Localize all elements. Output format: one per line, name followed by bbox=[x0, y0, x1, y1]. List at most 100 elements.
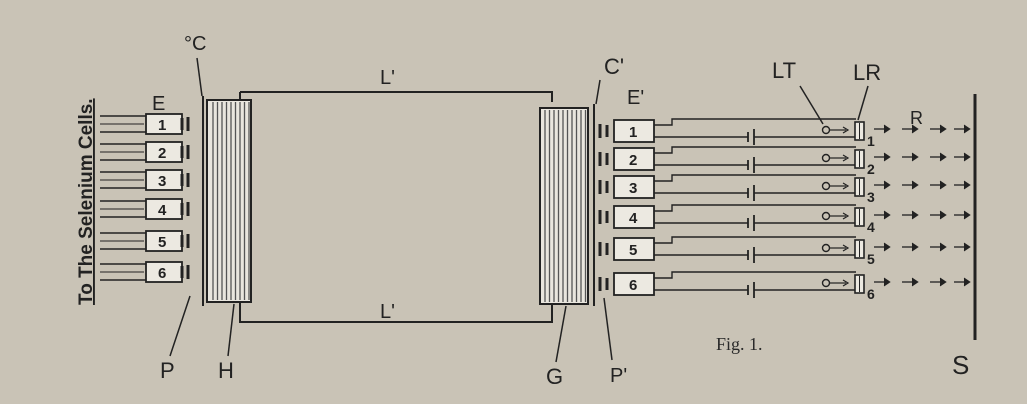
lamp-LT bbox=[821, 211, 831, 221]
label-S: S bbox=[952, 350, 969, 380]
circuit-wire bbox=[654, 146, 856, 154]
pointer-C-prime bbox=[595, 79, 601, 105]
output-number: 5 bbox=[867, 251, 875, 267]
ray-arrowhead bbox=[883, 277, 891, 287]
lamp-LT bbox=[821, 181, 831, 191]
lamp-LT bbox=[821, 153, 831, 163]
left-cell-number: 4 bbox=[158, 202, 167, 219]
pointer-C bbox=[196, 57, 203, 97]
frame-bottom-line bbox=[239, 302, 553, 323]
coil-H-windings bbox=[212, 102, 250, 300]
lamp-ray-arrow bbox=[842, 154, 850, 162]
label-P-prime: P' bbox=[610, 365, 627, 387]
label-G: G bbox=[546, 364, 563, 389]
left-cell-2: 2 bbox=[100, 141, 190, 163]
ray-arrows bbox=[874, 210, 971, 220]
label-E-prime: E' bbox=[627, 87, 644, 109]
label-L-bottom: L' bbox=[380, 301, 395, 323]
circuit-wire bbox=[654, 174, 856, 182]
ray-arrowhead bbox=[939, 124, 947, 134]
right-cell-number: 1 bbox=[629, 124, 637, 141]
circuit-wire bbox=[654, 271, 856, 279]
label-LR: LR bbox=[853, 60, 881, 85]
ray-arrows bbox=[874, 124, 971, 134]
right-cell-number: 5 bbox=[629, 242, 637, 259]
ray-arrowhead bbox=[911, 124, 919, 134]
output-number: 4 bbox=[867, 219, 875, 235]
label-LT: LT bbox=[772, 58, 796, 83]
lamp-ray-arrow bbox=[842, 126, 850, 134]
ray-arrowhead bbox=[963, 180, 971, 190]
electrode-box bbox=[613, 205, 655, 229]
lamp-ray-arrow bbox=[842, 182, 850, 190]
label-P: P bbox=[160, 358, 175, 383]
figure-caption: Fig. 1. bbox=[716, 334, 763, 354]
ray-arrowhead bbox=[963, 124, 971, 134]
pointer-H bbox=[227, 303, 235, 357]
electrode-box bbox=[613, 119, 655, 143]
ray-arrowhead bbox=[883, 124, 891, 134]
left-cells: 1 2 3 4 5 6 bbox=[100, 113, 190, 283]
ray-arrowhead bbox=[939, 180, 947, 190]
left-cell-number: 6 bbox=[158, 265, 166, 282]
coil-G bbox=[539, 107, 589, 305]
ray-arrowhead bbox=[883, 180, 891, 190]
lamp-ray-arrow bbox=[842, 212, 850, 220]
ray-arrowhead bbox=[911, 210, 919, 220]
left-cell-5: 5 bbox=[100, 230, 190, 252]
lamp-ray-arrow bbox=[842, 279, 850, 287]
ray-arrowhead bbox=[963, 152, 971, 162]
ray-arrowhead bbox=[963, 242, 971, 252]
electrode-box bbox=[613, 175, 655, 199]
ray-arrowhead bbox=[963, 210, 971, 220]
ray-arrows bbox=[874, 277, 971, 287]
pointer-P bbox=[169, 295, 191, 357]
ray-arrowhead bbox=[883, 152, 891, 162]
coil-G-windings bbox=[544, 110, 587, 302]
right-cell-number: 6 bbox=[629, 277, 637, 294]
right-cells: 1 12 23 34 45 56 6 bbox=[598, 118, 971, 302]
circuit-wire bbox=[654, 236, 856, 244]
circuit-wire bbox=[654, 204, 856, 212]
lamp-LT bbox=[821, 125, 831, 135]
left-cell-number: 2 bbox=[158, 145, 166, 162]
ray-arrowhead bbox=[911, 152, 919, 162]
ray-arrowhead bbox=[911, 242, 919, 252]
ray-arrowhead bbox=[939, 210, 947, 220]
label-E: E bbox=[152, 93, 165, 115]
label-H: H bbox=[218, 358, 234, 383]
label-R: R bbox=[910, 108, 923, 128]
left-cell-number: 5 bbox=[158, 234, 166, 251]
ray-arrowhead bbox=[911, 180, 919, 190]
left-cell-number: 3 bbox=[158, 173, 166, 190]
ray-arrowhead bbox=[939, 152, 947, 162]
ray-arrowhead bbox=[911, 277, 919, 287]
side-label: To The Selenium Cells. bbox=[76, 98, 97, 305]
electrode-box bbox=[613, 147, 655, 171]
pointer-P-prime bbox=[603, 297, 613, 361]
label-C-prime: C' bbox=[604, 54, 624, 79]
ray-arrowhead bbox=[883, 242, 891, 252]
pointer-LT bbox=[799, 85, 824, 125]
ray-arrowhead bbox=[963, 277, 971, 287]
lamp-LT bbox=[821, 278, 831, 288]
output-number: 1 bbox=[867, 133, 875, 149]
ray-arrows bbox=[874, 242, 971, 252]
output-number: 2 bbox=[867, 161, 875, 177]
ray-arrowhead bbox=[939, 277, 947, 287]
ray-arrows bbox=[874, 152, 971, 162]
structure-lines bbox=[169, 57, 977, 363]
pointer-LR bbox=[857, 85, 869, 121]
left-cell-6: 6 bbox=[100, 261, 190, 283]
left-cell-number: 1 bbox=[158, 117, 166, 134]
right-cell-number: 2 bbox=[629, 152, 637, 169]
output-number: 3 bbox=[867, 189, 875, 205]
